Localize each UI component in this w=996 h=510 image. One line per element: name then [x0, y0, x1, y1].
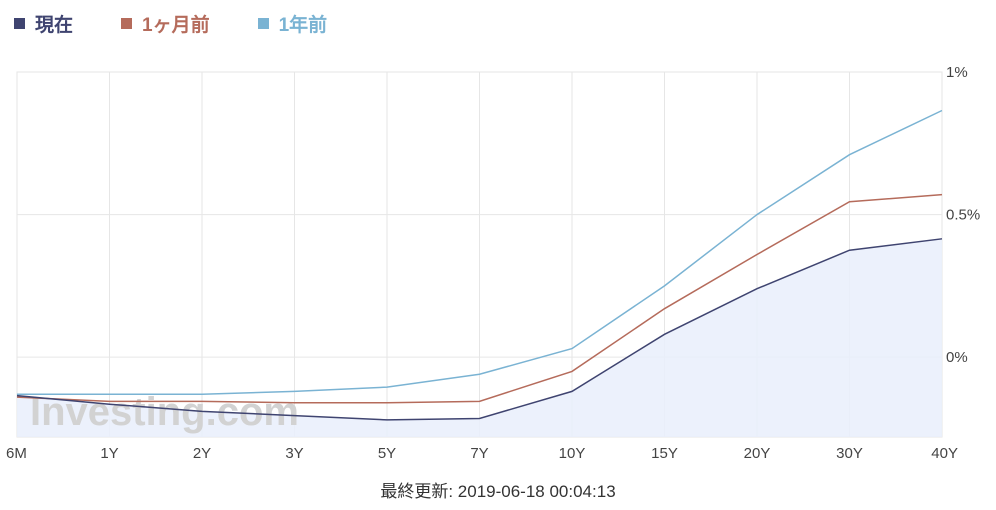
legend-label-current: 現在 [35, 15, 74, 36]
legend-swatch-1-month-ago [121, 18, 133, 29]
x-tick-label: 3Y [285, 445, 303, 462]
legend-label-1-year-ago: 1年前 [278, 15, 328, 36]
y-tick-label: 0.5% [946, 207, 980, 224]
legend-swatch-1-year-ago [257, 18, 269, 29]
x-tick-label: 20Y [744, 445, 771, 462]
x-tick-label: 15Y [651, 445, 678, 462]
legend-item-1-month-ago[interactable]: 1ヶ月前 [121, 10, 210, 37]
x-tick-label: 30Y [836, 445, 863, 462]
x-tick-label: 2Y [193, 445, 211, 462]
y-tick-label: 0% [946, 349, 968, 366]
last-updated-text: 最終更新: 2019-06-18 00:04:13 [380, 482, 616, 501]
x-tick-label: 6M [6, 445, 27, 462]
series-line-current [16, 238, 943, 421]
legend: 現在 1ヶ月前 1年前 [14, 10, 327, 37]
series-line-1-month-ago [16, 193, 943, 404]
series-line-1-year-ago [17, 109, 943, 395]
series-area-current [17, 238, 942, 437]
y-tick-label: 1% [946, 64, 968, 81]
yield-curve-chart: Investing.com 1% 0.5% 0% 6M 1Y 2Y 3Y 5Y 7Y 10Y 15Y… [6, 64, 980, 462]
x-tick-label: 5Y [378, 445, 396, 462]
x-tick-label: 1Y [100, 445, 118, 462]
x-tick-label: 40Y [931, 445, 958, 462]
x-tick-label: 10Y [559, 445, 586, 462]
investing-watermark: Investing.com [30, 390, 299, 434]
legend-item-1-year-ago[interactable]: 1年前 [257, 10, 328, 37]
legend-label-1-month-ago: 1ヶ月前 [142, 15, 210, 36]
legend-item-current[interactable]: 現在 [14, 10, 73, 37]
x-tick-label: 7Y [470, 445, 488, 462]
legend-swatch-current [14, 18, 25, 29]
